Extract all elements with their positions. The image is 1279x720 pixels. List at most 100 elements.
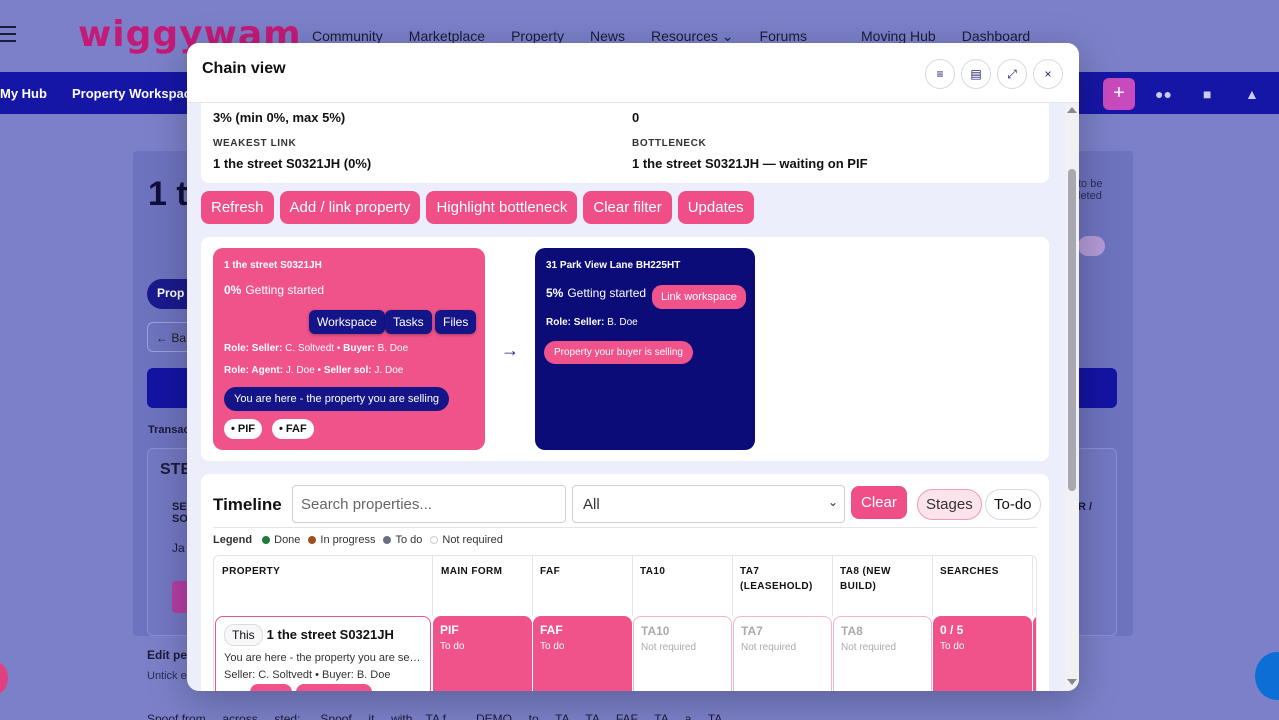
cell-ta10[interactable]: TA10 Not required [633,616,732,691]
divider [213,527,1037,528]
chain-node-buyer[interactable]: 31 Park View Lane BH225HT 5% Getting star… [535,248,755,450]
legend-not-required: Not required [430,534,503,546]
faf-tag[interactable]: • FAF [272,419,314,439]
chat-widget-icon[interactable] [1255,652,1279,700]
cell-next[interactable] [1033,616,1036,691]
scroll-up-icon[interactable] [1067,107,1077,113]
modal-header: Chain view ≡ ▤ ⤢ × [187,43,1079,103]
bg-stage-value: Ja [172,541,185,555]
clear-filter-button[interactable]: Clear filter [583,191,672,224]
legend: Legend Done In progress To do Not requir… [213,534,511,546]
col-main-form: MAIN FORM [441,566,503,577]
people-icon[interactable]: ●● [1155,86,1172,102]
files-button[interactable]: Files [435,310,477,334]
cell-ta8[interactable]: TA8 Not required [833,616,932,691]
col-separator [832,556,833,616]
col-ta8: TA8 (NEW BUILD) [840,566,891,592]
stages-toggle[interactable]: Stages [917,489,982,520]
link-workspace-button[interactable]: Link workspace [652,285,746,309]
done-dot-icon [262,536,271,544]
cell-ta7[interactable]: TA7 Not required [733,616,832,691]
in-progress-dot-icon [308,536,317,544]
bg-right-pill[interactable] [1078,236,1105,256]
node-progress: 0% Getting started [224,283,325,297]
clear-button[interactable]: Clear [851,486,907,519]
subnav-property-workspace[interactable]: Property Workspace [72,86,199,101]
chain-stats: 3% (min 0%, max 5%) 0 WEAKEST LINK 1 the… [201,103,1049,183]
row-action-button[interactable] [250,684,292,691]
filter-select[interactable]: All ⌄ [572,485,845,523]
nav-marketplace[interactable]: Marketplace [408,28,486,44]
nav-news[interactable]: News [589,28,625,44]
action-bar: Refresh Add / link property Highlight bo… [201,191,754,224]
row-heading: This 1 the street S0321JH [224,624,422,646]
cell-searches[interactable]: 0 / 5 To do [933,616,1032,691]
bg-edit-label: Edit pe [147,648,188,662]
legend-done: Done [262,534,300,546]
nav-property[interactable]: Property [511,28,564,44]
you-are-here-pill: You are here - the property you are sell… [224,387,450,411]
not-required-dot-icon [430,536,439,544]
hamburger-menu-icon[interactable] [0,26,18,42]
workspace-button[interactable]: Workspace [309,310,385,334]
chain-view-modal: Chain view ≡ ▤ ⤢ × 3% (min 0%, max 5%) 0… [187,43,1079,691]
cell-faf[interactable]: FAF To do [533,616,632,691]
nav-resources[interactable]: Resources ⌄ [651,28,734,44]
nav-forums[interactable]: Forums [759,28,807,44]
col-separator [1032,556,1033,616]
add-link-property-button[interactable]: Add / link property [279,191,421,224]
bottleneck-label: BOTTLENECK [632,138,707,149]
menu-icon[interactable]: ≡ [925,59,955,89]
highlight-bottleneck-button[interactable]: Highlight bottleneck [426,191,578,224]
stat-count: 0 [632,110,640,125]
search-input[interactable]: Search properties... [292,485,566,523]
add-icon[interactable]: + [1103,78,1135,110]
col-separator [432,556,433,616]
chain-node-selling[interactable]: 1 the street S0321JH 0% Getting started W… [213,248,485,450]
col-searches: SEARCHES [940,566,999,577]
col-separator [732,556,733,616]
row-address: 1 the street S0321JH [266,627,394,642]
refresh-button[interactable]: Refresh [201,191,274,224]
timeline-title: Timeline [213,495,282,514]
filter-value: All [583,496,600,513]
col-separator [632,556,633,616]
col-separator [532,556,533,616]
bg-untick-label: Untick e [147,670,187,682]
close-icon[interactable]: × [1033,59,1063,89]
tasks-button[interactable]: Tasks [385,310,432,334]
expand-icon[interactable]: ⤢ [997,59,1027,89]
timeline-panel: Timeline Search properties... All ⌄ Clea… [201,474,1049,691]
cell-main-form[interactable]: PIF To do [433,616,532,691]
bell-icon[interactable]: ▲ [1245,86,1259,102]
scroll-thumb[interactable] [1068,169,1076,491]
subnav-my-hub[interactable]: My Hub [0,86,47,101]
todo-toggle[interactable]: To-do [985,489,1041,520]
print-icon[interactable]: ▤ [961,59,991,89]
col-ta7: TA7 (LEASEHOLD) [740,566,813,592]
node-progress: 5% Getting started [546,286,647,300]
bg-stage-button[interactable] [172,581,190,613]
nav-moving-hub[interactable]: Moving Hub [861,28,936,44]
modal-scrollbar[interactable] [1065,103,1079,691]
weakest-link-value: 1 the street S0321JH (0%) [213,156,372,171]
buyer-selling-pill: Property your buyer is selling [544,341,693,364]
bottleneck-value: 1 the street S0321JH — waiting on PIF [632,156,868,171]
chain-diagram: 1 the street S0321JH 0% Getting started W… [201,237,1049,461]
chevron-down-icon: ⌄ [827,495,838,509]
bg-right-note: to be leted [1078,178,1103,202]
nav-community[interactable]: Community [312,28,383,44]
col-separator [932,556,933,616]
scroll-down-icon[interactable] [1067,679,1077,685]
pif-tag[interactable]: • PIF [224,419,263,439]
node-address: 31 Park View Lane BH225HT [546,260,681,271]
updates-button[interactable]: Updates [677,191,754,224]
timeline-row-property[interactable]: This 1 the street S0321JH You are here - … [215,616,431,691]
node-address: 1 the street S0321JH [224,260,322,271]
row-roles: Seller: C. Soltvedt • Buyer: B. Doe [224,669,391,681]
row-action-button[interactable] [296,684,372,691]
legend-to-do: To do [383,534,422,546]
bg-left-badge[interactable] [0,662,8,694]
nav-dashboard[interactable]: Dashboard [961,28,1031,44]
chat-icon[interactable]: ■ [1203,86,1212,102]
